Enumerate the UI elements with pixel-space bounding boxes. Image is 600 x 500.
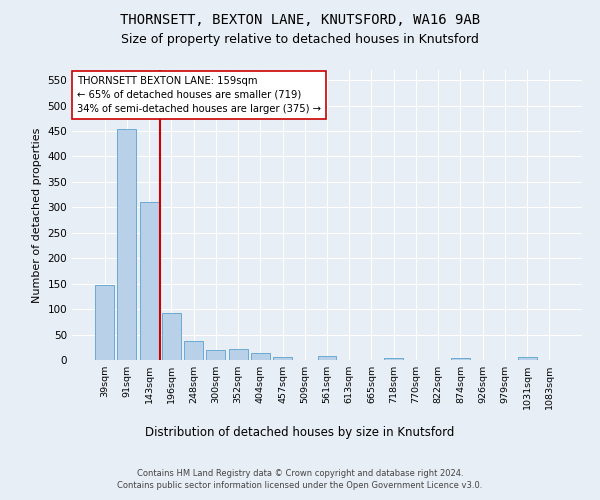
Bar [317, 356, 337, 360]
Text: Size of property relative to detached houses in Knutsford: Size of property relative to detached ho… [121, 32, 479, 46]
Bar [451, 358, 470, 360]
Bar [206, 350, 225, 360]
Text: THORNSETT BEXTON LANE: 159sqm
← 65% of detached houses are smaller (719)
34% of : THORNSETT BEXTON LANE: 159sqm ← 65% of d… [77, 76, 321, 114]
Bar [140, 202, 158, 360]
Bar [162, 312, 181, 360]
Bar [251, 354, 270, 360]
Bar [384, 358, 403, 360]
Text: THORNSETT, BEXTON LANE, KNUTSFORD, WA16 9AB: THORNSETT, BEXTON LANE, KNUTSFORD, WA16 … [120, 12, 480, 26]
Bar [229, 350, 248, 360]
Bar [184, 340, 203, 360]
Bar [118, 128, 136, 360]
Text: Contains HM Land Registry data © Crown copyright and database right 2024.
Contai: Contains HM Land Registry data © Crown c… [118, 468, 482, 490]
Bar [95, 284, 114, 360]
Bar [273, 358, 292, 360]
Text: Distribution of detached houses by size in Knutsford: Distribution of detached houses by size … [145, 426, 455, 439]
Bar [518, 358, 536, 360]
Y-axis label: Number of detached properties: Number of detached properties [32, 128, 42, 302]
